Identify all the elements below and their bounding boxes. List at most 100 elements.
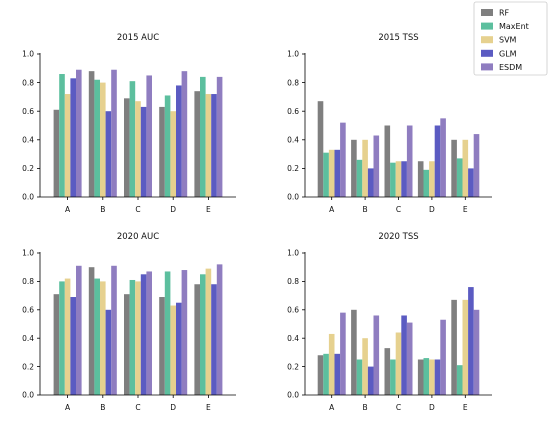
bar	[194, 284, 200, 395]
bar	[59, 281, 65, 395]
bar	[53, 109, 60, 197]
bar	[328, 333, 335, 395]
bar	[462, 139, 469, 197]
bar	[317, 101, 324, 197]
bar	[468, 287, 474, 395]
bar	[181, 71, 188, 197]
y-tick-label: 0.4	[22, 334, 34, 343]
x-tick-label: A	[65, 205, 71, 214]
bar	[170, 111, 176, 197]
y-tick-label: 0.0	[287, 193, 299, 202]
bar	[434, 125, 441, 197]
y-tick-label: 0.4	[22, 136, 34, 145]
bar	[159, 297, 165, 395]
panel-title: 2020 TSS	[378, 232, 418, 242]
bar	[351, 139, 357, 197]
panel-title: 2015 TSS	[378, 33, 418, 43]
bar	[440, 319, 446, 395]
y-tick-label: 0.2	[22, 362, 34, 371]
bar	[373, 315, 380, 395]
legend-swatch	[481, 22, 493, 30]
legend-label: ESDM	[499, 63, 522, 72]
legend-label: RF	[499, 9, 510, 18]
y-tick-label: 0.8	[22, 277, 34, 286]
bar	[468, 168, 474, 197]
bar	[88, 267, 95, 395]
x-tick-label: D	[429, 205, 435, 214]
bar	[159, 106, 165, 197]
panel-4: 2020 TSS 0.0 0.2 0.4 0.6 0.8 1.0 A B C D E	[287, 232, 492, 412]
bar	[456, 365, 463, 395]
bar	[164, 95, 171, 197]
y-tick-label: 0.4	[287, 334, 299, 343]
legend-swatch	[481, 9, 493, 16]
bar	[340, 122, 346, 197]
bar	[323, 152, 329, 197]
bar	[211, 284, 217, 395]
x-tick-label: D	[170, 205, 176, 214]
y-tick-label: 0.0	[22, 391, 34, 400]
x-tick-label: B	[363, 205, 368, 214]
bar	[417, 161, 424, 197]
bar	[53, 294, 60, 395]
y-tick-label: 0.6	[287, 306, 299, 315]
y-tick-label: 1.0	[287, 50, 299, 59]
y-tick-label: 0.4	[287, 136, 299, 145]
bar	[200, 76, 206, 197]
y-tick-label: 0.6	[22, 107, 34, 116]
panel-title: 2020 AUC	[117, 232, 159, 242]
panel-1: 2015 AUC 0.0 0.2 0.4 0.6 0.8 1.0 A B C D E	[22, 33, 236, 214]
x-tick-label: E	[463, 403, 468, 412]
bar	[423, 169, 430, 197]
bar	[211, 94, 217, 197]
y-tick-label: 0.0	[22, 193, 34, 202]
bar	[124, 294, 130, 395]
x-tick-label: C	[396, 403, 401, 412]
bar	[451, 299, 457, 395]
bar	[317, 355, 324, 395]
bar	[384, 125, 391, 197]
y-tick-label: 1.0	[22, 50, 34, 59]
legend-swatch	[481, 49, 493, 57]
x-tick-label: A	[329, 205, 335, 214]
bar	[440, 118, 446, 197]
bar	[429, 161, 435, 197]
bar	[129, 279, 136, 395]
bar	[356, 159, 363, 197]
x-tick-label: A	[329, 403, 335, 412]
bar	[111, 69, 117, 197]
bar	[135, 101, 141, 197]
bar	[340, 312, 346, 395]
x-tick-label: A	[65, 403, 71, 412]
bar	[200, 274, 206, 395]
bar	[395, 332, 402, 395]
bar	[216, 76, 223, 197]
bar	[451, 139, 457, 197]
bar	[94, 278, 100, 395]
bar	[94, 79, 100, 197]
bar	[111, 265, 117, 395]
bar	[406, 322, 413, 395]
bar	[367, 366, 374, 395]
bar	[70, 78, 76, 197]
y-tick-label: 0.6	[287, 107, 299, 116]
bar	[105, 111, 112, 197]
bar	[462, 299, 469, 395]
bar	[401, 315, 407, 395]
chart-panels: 2015 AUC 0.0 0.2 0.4 0.6 0.8 1.0 A B C D E 2015 TSS 0…	[22, 33, 492, 412]
bar	[323, 353, 329, 395]
bar	[429, 359, 435, 395]
x-tick-label: E	[206, 205, 211, 214]
x-tick-label: B	[100, 403, 105, 412]
bar	[140, 274, 147, 395]
y-tick-label: 0.2	[287, 164, 299, 173]
bar	[64, 278, 71, 395]
legend: RF MaxEnt SVM GLM ESDM	[473, 1, 548, 76]
bar	[390, 359, 396, 395]
bar	[401, 161, 407, 197]
legend-label: MaxEnt	[499, 22, 529, 31]
bar	[105, 309, 112, 395]
y-tick-label: 0.0	[287, 391, 299, 400]
bar	[216, 264, 223, 395]
